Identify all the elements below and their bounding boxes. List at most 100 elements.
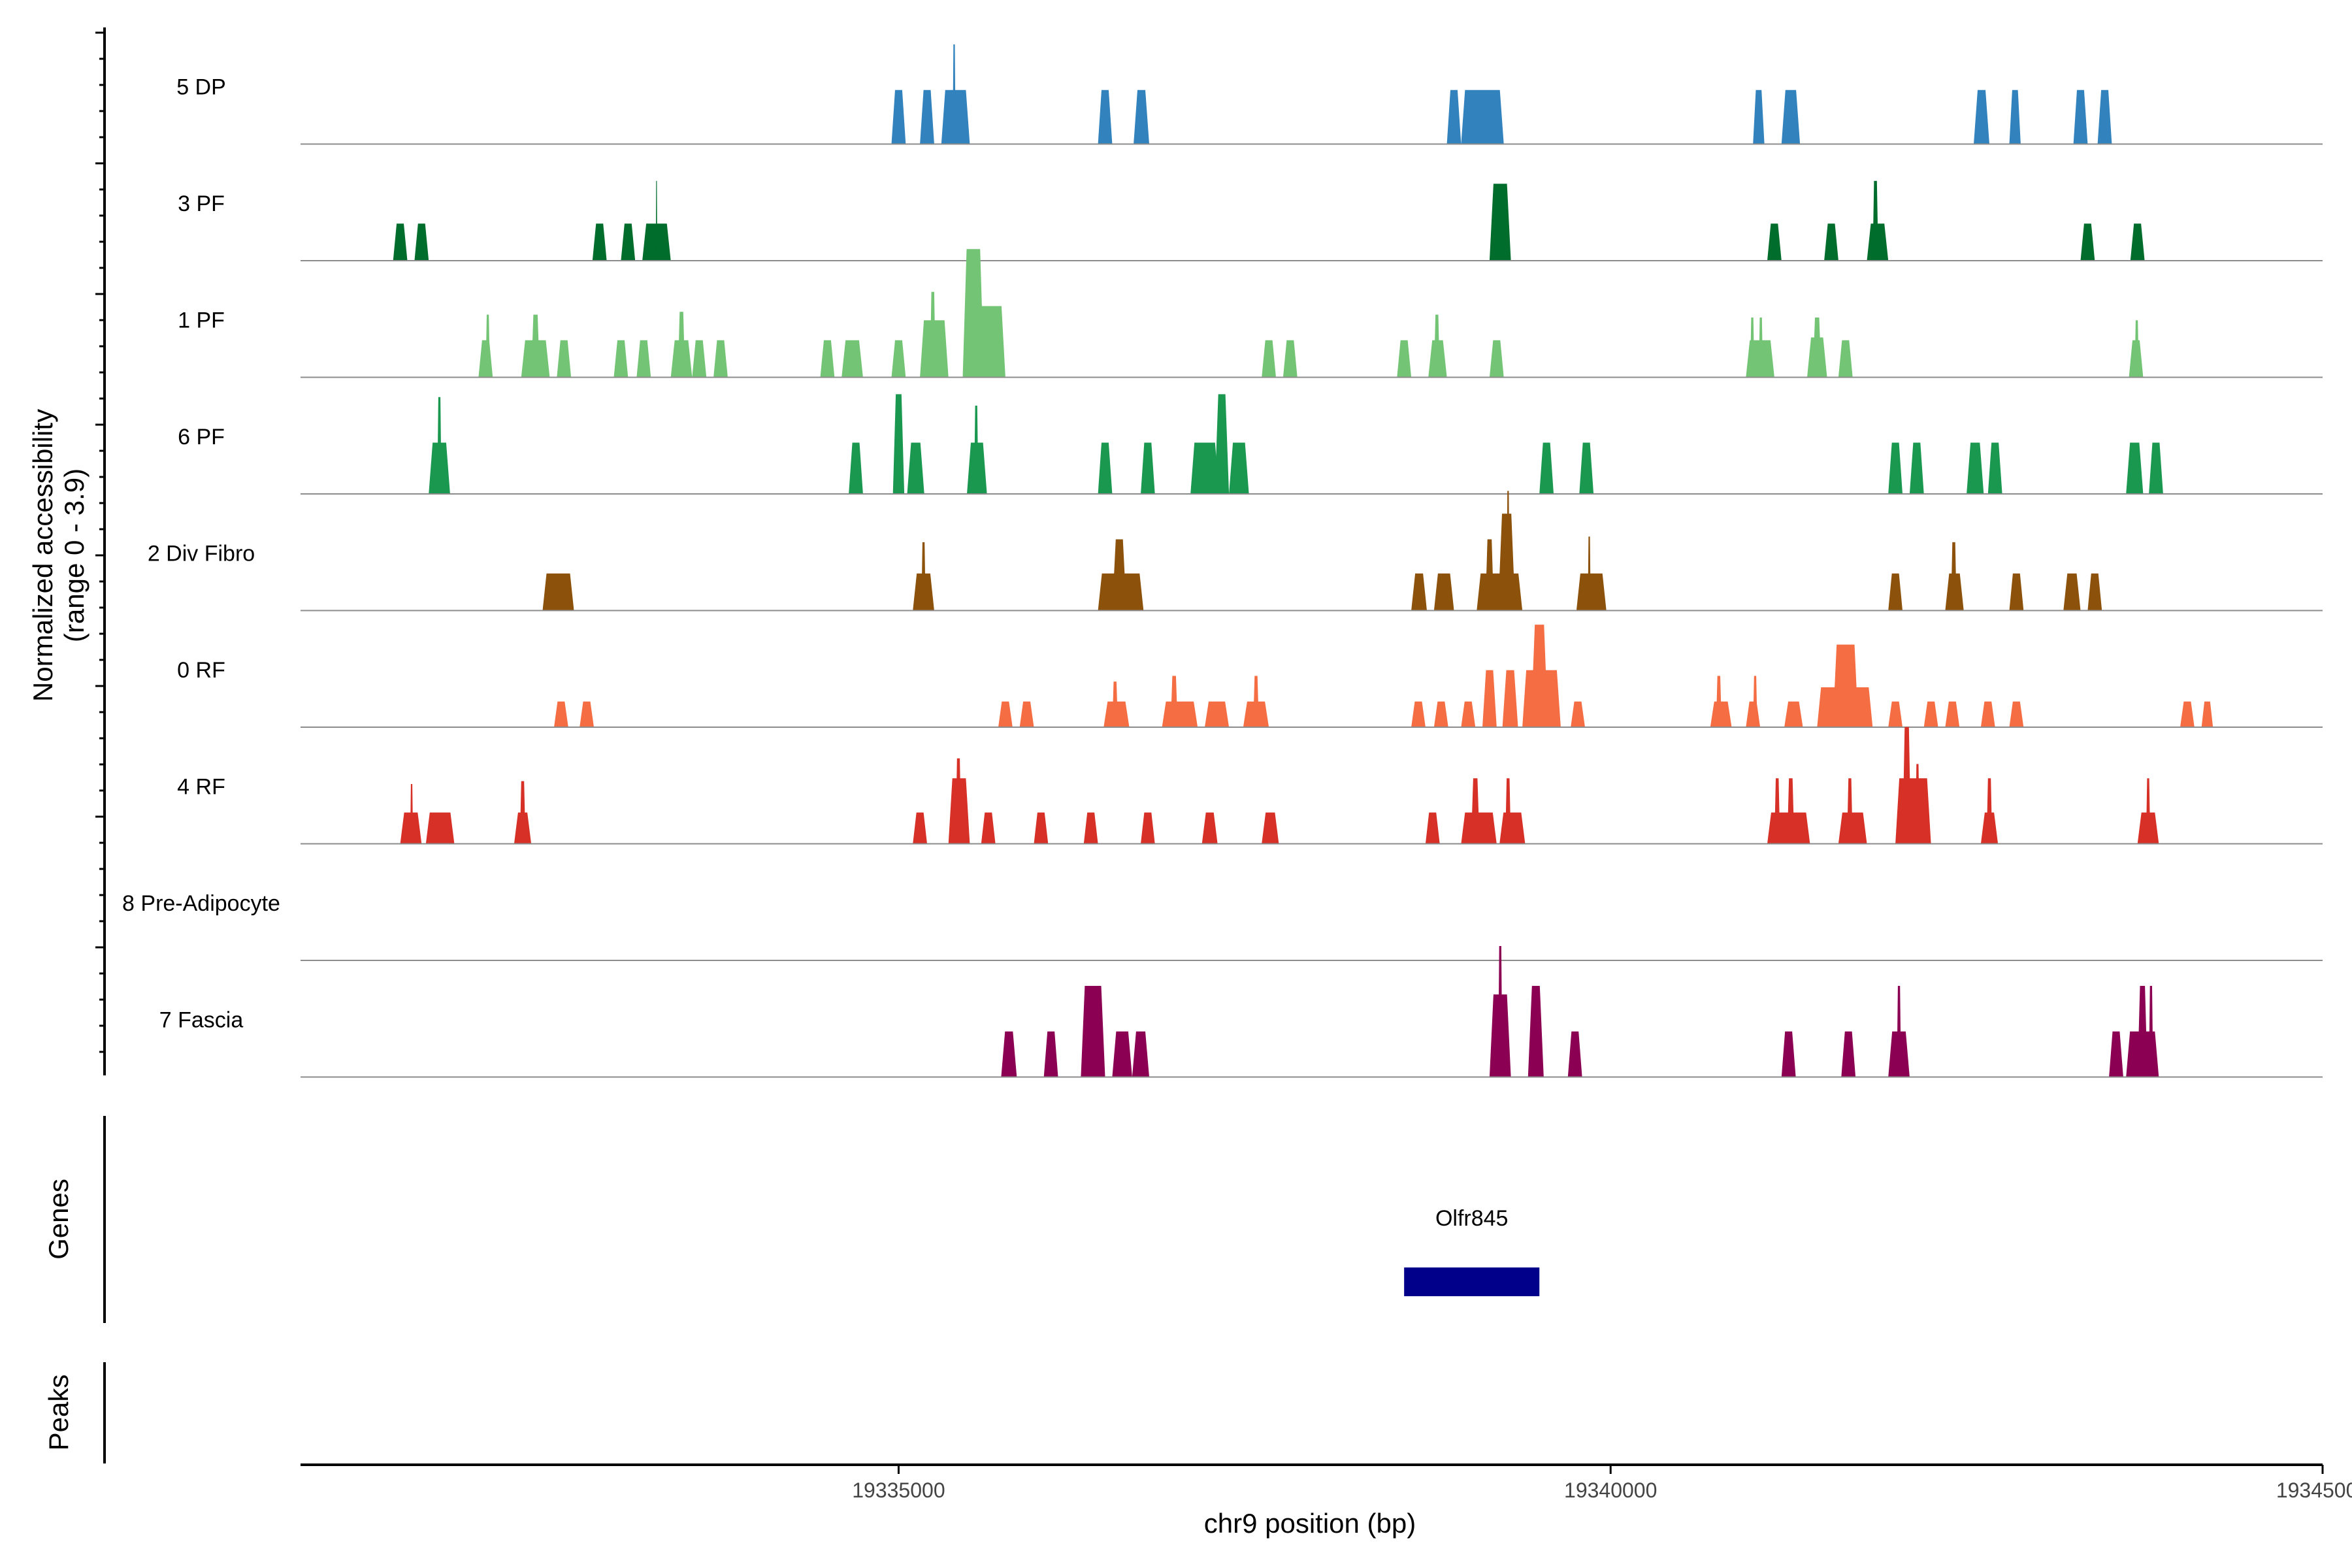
coverage-peak bbox=[1824, 223, 1838, 261]
coverage-peak bbox=[1571, 701, 1585, 727]
coverage-peak bbox=[1923, 701, 1938, 727]
track-8-pre-adipocyte: 8 Pre-Adipocyte bbox=[122, 891, 2323, 961]
coverage-peak bbox=[1446, 90, 1462, 144]
coverage-peak bbox=[1205, 701, 1230, 727]
coverage-peak bbox=[1903, 727, 1912, 844]
coverage-peak bbox=[1539, 442, 1554, 494]
coverage-peak bbox=[1461, 90, 1504, 144]
track-label: 6 PF bbox=[178, 425, 225, 449]
coverage-peak bbox=[820, 340, 835, 378]
coverage-peak bbox=[2180, 701, 2195, 727]
coverage-peak bbox=[410, 784, 414, 844]
coverage-peak bbox=[953, 44, 956, 144]
coverage-peak bbox=[1482, 670, 1497, 727]
track-label: 3 PF bbox=[178, 191, 225, 216]
track-label: 8 Pre-Adipocyte bbox=[122, 891, 280, 916]
coverage-peak bbox=[1833, 644, 1859, 727]
track-1-pf: 1 PF bbox=[178, 249, 2323, 378]
coverage-peak bbox=[1112, 539, 1127, 611]
coverage-peak bbox=[891, 90, 906, 144]
coverage-peak bbox=[1489, 340, 1504, 378]
coverage-peak bbox=[977, 306, 1005, 378]
x-tick-label: 19340000 bbox=[1564, 1478, 1657, 1502]
coverage-peak bbox=[1753, 676, 1757, 727]
coverage-peak bbox=[531, 314, 540, 378]
coverage-peak bbox=[2146, 778, 2151, 844]
track-label: 7 Fascia bbox=[159, 1008, 244, 1033]
coverage-peak bbox=[1915, 764, 1920, 844]
coverage-peak bbox=[1787, 778, 1795, 844]
coverage-peak bbox=[1141, 442, 1155, 494]
coverage-peak bbox=[1397, 340, 1412, 378]
genes-panel-title: Genes bbox=[43, 1179, 74, 1260]
coverage-peak bbox=[920, 90, 934, 144]
coverage-peak bbox=[1433, 314, 1440, 378]
coverage-peak bbox=[1411, 573, 1427, 611]
track-7-fascia: 7 Fascia bbox=[159, 946, 2323, 1078]
coverage-peak bbox=[437, 397, 442, 494]
gene-body bbox=[1404, 1267, 1540, 1296]
coverage-peak bbox=[1888, 701, 1903, 727]
coverage-peak bbox=[2080, 223, 2095, 261]
coverage-peak bbox=[1784, 701, 1803, 727]
coverage-peak bbox=[692, 340, 707, 378]
coverage-peak bbox=[554, 701, 568, 727]
track-5-dp: 5 DP bbox=[176, 44, 2323, 145]
coverage-peak bbox=[998, 701, 1013, 727]
y-axis-title-line-2: (range 0 - 3.9) bbox=[59, 468, 90, 642]
coverage-peak bbox=[1986, 778, 1993, 844]
coverage-peak bbox=[1758, 318, 1763, 378]
coverage-peak bbox=[1498, 514, 1516, 611]
coverage-peak bbox=[955, 758, 962, 844]
coverage-peak bbox=[2063, 573, 2081, 611]
x-tick-label: 19335000 bbox=[852, 1478, 945, 1502]
coverage-peak bbox=[1567, 1031, 1582, 1077]
coverage-peak bbox=[613, 340, 629, 378]
coverage-peak bbox=[1081, 986, 1105, 1077]
x-axis-title: chr9 position (bp) bbox=[1204, 1508, 1416, 1539]
coverage-peak bbox=[841, 340, 863, 378]
coverage-peak bbox=[1485, 539, 1494, 611]
coverage-peak bbox=[1951, 542, 1957, 611]
coverage-peak bbox=[1974, 90, 1989, 144]
coverage-peak bbox=[1498, 946, 1503, 1077]
coverage-peak bbox=[2073, 90, 2088, 144]
coverage-peak bbox=[1812, 318, 1821, 378]
coverage-peak bbox=[1141, 812, 1155, 844]
track-4-rf: 4 RF bbox=[177, 727, 2323, 845]
coverage-peak bbox=[636, 340, 651, 378]
coverage-peak bbox=[1170, 676, 1178, 727]
track-label: 2 Div Fibro bbox=[148, 542, 255, 566]
coverage-y-ticks bbox=[95, 31, 105, 1053]
coverage-peak bbox=[2130, 223, 2145, 261]
coverage-peak bbox=[1527, 986, 1544, 1077]
coverage-peak bbox=[1781, 1031, 1796, 1077]
coverage-peak bbox=[1019, 701, 1034, 727]
coverage-peak bbox=[1980, 701, 1995, 727]
coverage-peak bbox=[1967, 442, 1984, 494]
coverage-peak bbox=[1134, 90, 1149, 144]
coverage-peak bbox=[930, 291, 936, 378]
coverage-peak bbox=[542, 573, 574, 611]
coverage-peak bbox=[1588, 536, 1591, 611]
coverage-peak bbox=[1781, 90, 1801, 144]
coverage-peak bbox=[1499, 812, 1526, 844]
coverage-peak bbox=[393, 223, 408, 261]
coverage-peak bbox=[1750, 318, 1755, 378]
coverage-peak bbox=[519, 781, 526, 844]
coverage-peak bbox=[907, 442, 924, 494]
coverage-peak bbox=[1579, 442, 1594, 494]
coverage-peak bbox=[1253, 676, 1259, 727]
coverage-peak bbox=[2097, 90, 2112, 144]
coverage-peak bbox=[1841, 1031, 1856, 1077]
coverage-peak bbox=[1888, 442, 1903, 494]
gene-annotation: Olfr845 bbox=[1404, 1206, 1540, 1296]
coverage-peak bbox=[941, 90, 970, 144]
coverage-peak bbox=[1945, 701, 1960, 727]
coverage-peak bbox=[1425, 812, 1440, 844]
coverage-peak bbox=[1132, 1031, 1149, 1077]
coverage-peak bbox=[425, 812, 455, 844]
coverage-peak bbox=[892, 394, 905, 494]
track-label: 1 PF bbox=[178, 308, 225, 333]
